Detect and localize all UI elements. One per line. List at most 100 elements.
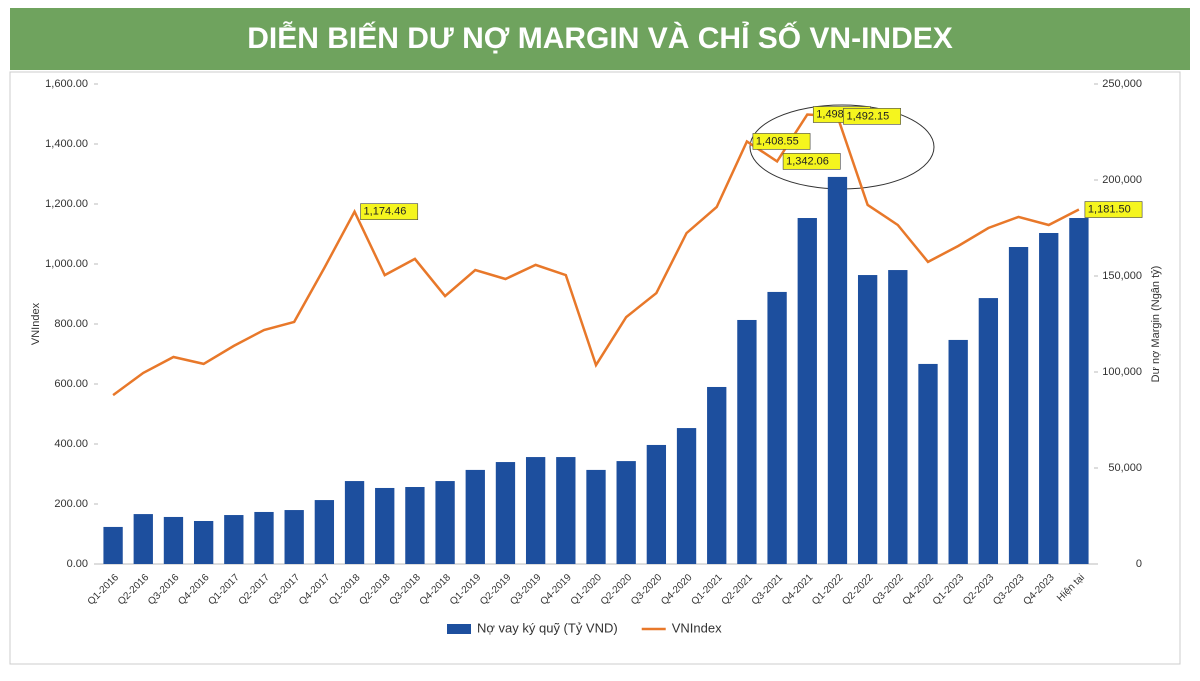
bar: [314, 500, 335, 564]
x-tick-label: Hiện tại: [1055, 572, 1087, 604]
bar: [495, 462, 516, 564]
bar: [465, 469, 485, 564]
bar: [646, 444, 667, 564]
x-tick-label: Q3-2020: [629, 572, 665, 608]
label-box: [782, 153, 841, 170]
x-tick-label: Q2-2022: [840, 572, 876, 608]
bar: [254, 511, 274, 564]
bar: [556, 457, 576, 564]
y2-tick-label: 50,000: [1108, 462, 1142, 474]
label-box: [1084, 201, 1143, 218]
bar: [676, 428, 697, 564]
bar: [767, 291, 787, 564]
bar: [103, 526, 123, 564]
bar: [525, 457, 546, 564]
x-tick-label: Q2-2023: [961, 572, 997, 608]
x-tick-label: Q4-2016: [176, 572, 212, 608]
y2-tick-label: 250,000: [1102, 78, 1142, 90]
x-tick-label: Q3-2018: [388, 572, 424, 608]
data-label: 1,492.15: [846, 110, 889, 122]
x-tick-label: Q1-2019: [448, 572, 484, 608]
data-label: 1,342.06: [786, 155, 829, 167]
y-tick-label: 1,600.00: [45, 78, 88, 90]
chart-title: DIỄN BIẾN DƯ NỢ MARGIN VÀ CHỈ SỐ VN-INDE…: [247, 21, 953, 55]
bar: [827, 176, 848, 565]
legend-label: VNIndex: [672, 620, 722, 635]
bar: [797, 218, 817, 565]
label-box: [360, 203, 419, 220]
x-tick-label: Q4-2021: [780, 572, 816, 608]
x-tick-label: Q4-2017: [297, 572, 333, 608]
x-tick-label: Q4-2018: [418, 572, 454, 608]
bar: [948, 339, 968, 564]
y-tick-label: 0.00: [67, 558, 88, 570]
bar: [1039, 232, 1059, 564]
x-tick-label: Q1-2021: [689, 572, 725, 608]
x-tick-label: Q2-2017: [237, 572, 273, 608]
x-tick-label: Q2-2019: [478, 572, 514, 608]
x-tick-label: Q1-2020: [569, 572, 605, 608]
y2-tick-label: 0: [1136, 558, 1142, 570]
legend-label: Nợ vay ký quỹ (Tỷ VND): [477, 620, 618, 635]
x-tick-label: Q2-2016: [116, 572, 152, 608]
bar: [344, 481, 365, 564]
frame: [9, 71, 1181, 665]
data-label: 1,174.46: [364, 206, 407, 218]
bar: [888, 270, 908, 564]
bar: [1008, 247, 1029, 564]
y-tick-label: 600.00: [54, 378, 88, 390]
y-axis-title: VNIndex: [30, 302, 42, 345]
legend-swatch: [447, 624, 471, 634]
bar: [918, 363, 938, 564]
y-tick-label: 400.00: [54, 438, 88, 450]
bar: [133, 514, 153, 564]
x-tick-label: Q3-2017: [267, 572, 303, 608]
x-tick-label: Q2-2020: [599, 572, 635, 608]
label-box: [843, 108, 901, 125]
x-tick-label: Q2-2018: [357, 572, 393, 608]
bar: [586, 469, 606, 564]
x-tick-label: Q3-2019: [508, 572, 544, 608]
bar: [978, 298, 999, 564]
bar: [224, 515, 244, 564]
x-tick-label: Q3-2021: [750, 572, 786, 608]
bar: [1069, 218, 1089, 565]
bar: [163, 516, 184, 564]
y2-tick-label: 100,000: [1102, 366, 1142, 378]
bar: [375, 487, 395, 564]
x-tick-label: Q3-2022: [871, 572, 907, 608]
x-tick-label: Q4-2022: [901, 572, 937, 608]
bar: [435, 481, 455, 564]
data-label: 1,408.55: [756, 135, 799, 147]
bar: [737, 319, 757, 564]
y2-axis-title: Dư nợ Margin (Ngân tỷ): [1150, 266, 1162, 383]
x-tick-label: Q3-2016: [146, 572, 182, 608]
y-tick-label: 800.00: [54, 318, 88, 330]
x-tick-label: Q4-2020: [659, 572, 695, 608]
x-tick-label: Q4-2019: [539, 572, 575, 608]
bar: [405, 487, 425, 564]
x-tick-label: Q4-2023: [1021, 572, 1057, 608]
x-tick-label: Q3-2023: [991, 572, 1027, 608]
data-label: 1,181.50: [1088, 203, 1131, 215]
line: [112, 113, 1080, 397]
bar: [707, 386, 727, 564]
x-tick-label: Q1-2018: [327, 572, 363, 608]
bar: [616, 461, 636, 564]
x-tick-label: Q2-2021: [720, 572, 756, 608]
y-tick-label: 200.00: [54, 498, 88, 510]
y-tick-label: 1,200.00: [45, 198, 88, 210]
y2-tick-label: 200,000: [1102, 174, 1142, 186]
bar: [284, 510, 304, 564]
bar: [193, 520, 214, 564]
title-band: [10, 8, 1190, 70]
y-tick-label: 1,400.00: [45, 138, 88, 150]
y-tick-label: 1,000.00: [45, 258, 88, 270]
x-tick-label: Q1-2017: [207, 572, 243, 608]
x-tick-label: Q1-2016: [86, 572, 122, 608]
label-box: [752, 133, 811, 150]
x-tick-label: Q1-2022: [810, 572, 846, 608]
x-tick-label: Q1-2023: [931, 572, 967, 608]
y2-tick-label: 150,000: [1102, 270, 1142, 282]
